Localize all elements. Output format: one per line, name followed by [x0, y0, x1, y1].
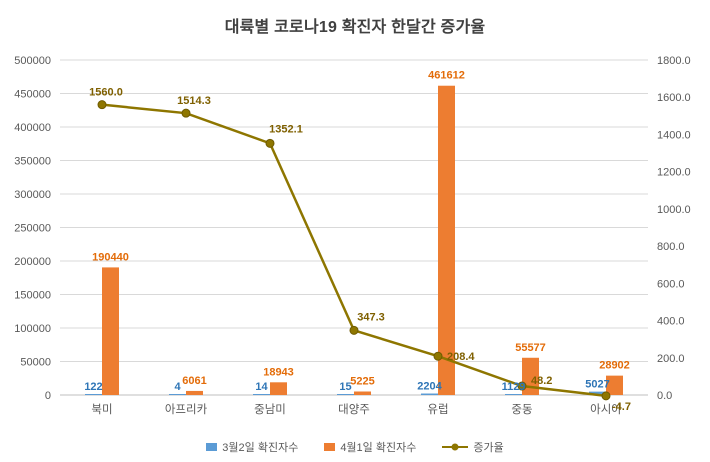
growth-label-3: 347.3: [357, 311, 385, 323]
y-axis-left-tick: 400000: [14, 122, 51, 134]
x-axis-label: 아시아: [590, 403, 622, 416]
bar-april1-2: [270, 382, 287, 395]
bar-april1-0: [102, 267, 119, 395]
growth-label-1: 1514.3: [177, 95, 211, 107]
y-axis-left-tick: 100000: [14, 323, 51, 335]
y-axis-left-tick: 250000: [14, 223, 51, 235]
y-axis-left-tick: 0: [45, 390, 51, 402]
bar-march2-0: [85, 394, 102, 395]
legend-item-april1: 4월1일 확진자수: [324, 439, 416, 455]
legend: 3월2일 확진자수 4월1일 확진자수 증가율: [0, 439, 710, 455]
growth-marker-3: [349, 325, 359, 335]
y-axis-right-tick: 0.0: [657, 390, 672, 402]
y-axis-right-tick: 1000.0: [657, 204, 691, 216]
chart-title: 대륙별 코로나19 확진자 한달간 증가율: [224, 19, 486, 36]
y-axis-left-tick: 300000: [14, 189, 51, 201]
legend-line-icon: [442, 443, 469, 451]
label-april1-2: 18943: [263, 366, 294, 378]
x-axis-label: 아프리카: [165, 403, 208, 416]
growth-label-2: 1352.1: [269, 123, 303, 135]
growth-label-0: 1560.0: [89, 87, 123, 99]
growth-marker-0: [97, 100, 107, 110]
label-april1-6: 28902: [599, 360, 630, 372]
y-axis-right-tick: 1800.0: [657, 55, 691, 67]
y-axis-left-tick: 350000: [14, 156, 51, 168]
legend-swatch-march2: [206, 443, 218, 451]
growth-label-5: 48.2: [531, 375, 552, 387]
legend-item-growth: 증가율: [442, 439, 504, 455]
growth-marker-4: [433, 351, 443, 361]
growth-label-6: -4.7: [612, 401, 631, 413]
growth-marker-1: [181, 108, 191, 118]
bar-march2-1: [169, 394, 186, 395]
y-axis-right-tick: 1400.0: [657, 129, 691, 141]
y-axis-right-tick: 200.0: [657, 353, 685, 365]
growth-marker-5: [517, 381, 527, 391]
growth-marker-6: [601, 391, 611, 401]
growth-label-4: 208.4: [447, 351, 475, 363]
y-axis-right-tick: 600.0: [657, 278, 685, 290]
bar-march2-5: [505, 394, 522, 395]
label-march2-5: 1129: [502, 381, 526, 393]
legend-label-growth: 증가율: [473, 442, 504, 454]
x-axis-label: 유럽: [427, 402, 448, 416]
growth-marker-2: [265, 138, 275, 148]
label-april1-4: 461612: [428, 70, 465, 82]
x-axis-label: 대양주: [338, 403, 370, 416]
bar-march2-4: [421, 393, 438, 395]
y-axis-left-tick: 200000: [14, 256, 51, 268]
bar-april1-3: [354, 391, 371, 395]
bar-april1-4: [438, 85, 455, 395]
x-axis-label: 중동: [511, 404, 532, 416]
legend-label-april1: 4월1일 확진자수: [340, 442, 417, 454]
y-axis-left-tick: 500000: [14, 55, 51, 67]
y-axis-left-tick: 150000: [14, 290, 51, 302]
x-axis-label: 중남미: [254, 403, 286, 416]
y-axis-right-tick: 1200.0: [657, 167, 691, 179]
label-april1-0: 190440: [92, 251, 129, 263]
x-axis-label: 북미: [91, 403, 112, 416]
label-march2-1: 4: [174, 381, 181, 393]
label-march2-4: 2204: [417, 381, 442, 393]
bar-march2-3: [337, 394, 354, 395]
label-march2-0: 122: [84, 381, 102, 393]
bar-march2-2: [253, 394, 270, 395]
bar-april1-1: [186, 390, 203, 395]
label-april1-3: 5225: [350, 375, 374, 387]
y-axis-right-tick: 1600.0: [657, 92, 691, 104]
bar-march2-6: [589, 391, 606, 395]
y-axis-right-tick: 400.0: [657, 316, 685, 328]
label-april1-5: 55577: [515, 342, 546, 354]
legend-swatch-april1: [324, 443, 336, 451]
legend-item-march2: 3월2일 확진자수: [206, 439, 298, 455]
legend-label-march2: 3월2일 확진자수: [222, 442, 299, 454]
label-april1-1: 6061: [182, 375, 206, 387]
y-axis-right-tick: 800.0: [657, 241, 685, 253]
bar-april1-6: [606, 375, 623, 395]
label-march2-3: 15: [339, 381, 351, 393]
label-march2-6: 5027: [585, 379, 609, 391]
y-axis-left-tick: 450000: [14, 89, 51, 101]
y-axis-left-tick: 50000: [20, 357, 51, 369]
label-march2-2: 14: [255, 381, 268, 393]
